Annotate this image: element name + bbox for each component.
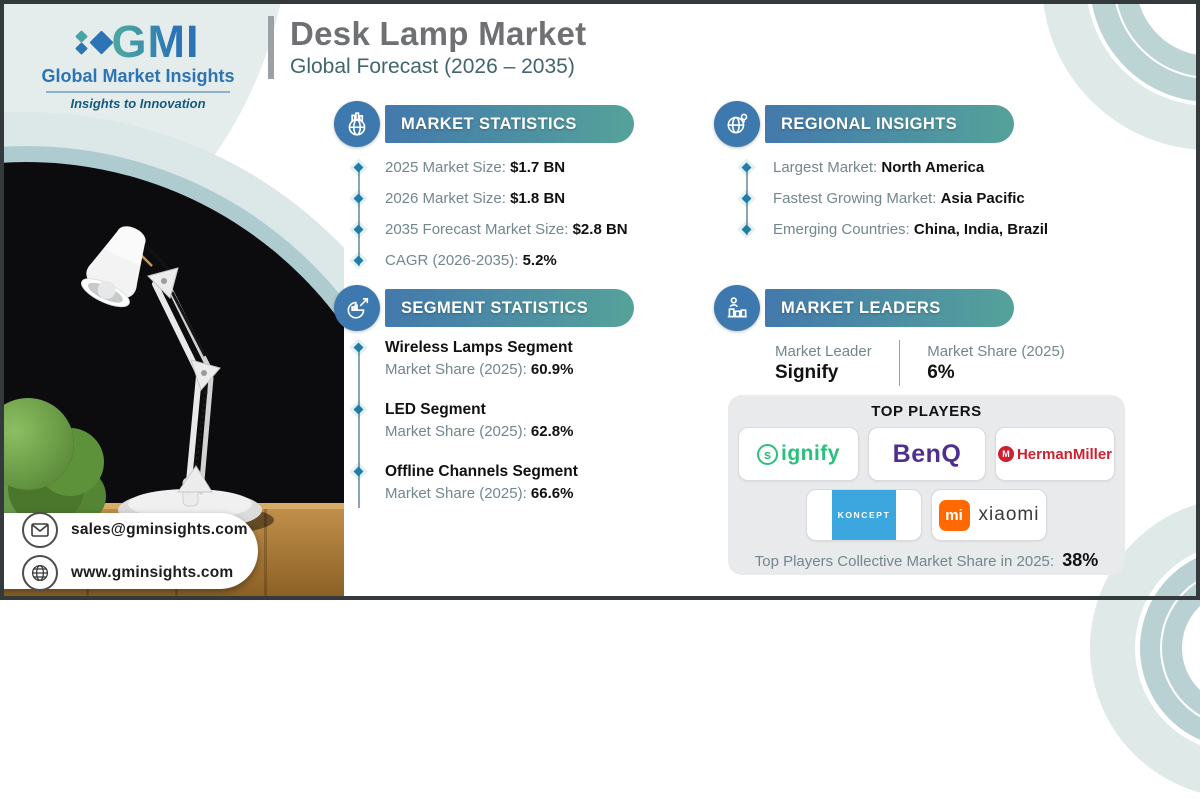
segment-item: Wireless Lamps Segment Market Share (202…: [352, 338, 672, 382]
green-plant: [0, 398, 74, 490]
market-share-cell: Market Share (2025) 6%: [927, 342, 1065, 385]
segment-item: LED Segment Market Share (2025): 62.8%: [352, 400, 672, 444]
section-banner-regional-insights: REGIONAL INSIGHTS: [714, 101, 1014, 147]
website-link[interactable]: www.gminsights.com: [71, 563, 234, 581]
stat-label: CAGR (2026-2035):: [385, 252, 519, 269]
signify-logo-text: ignify: [780, 442, 840, 465]
region-label: Largest Market:: [773, 159, 878, 176]
segment-statistics-title: SEGMENT STATISTICS: [385, 289, 634, 327]
segment-item: Offline Channels Segment Market Share (2…: [352, 462, 672, 506]
page-subtitle: Global Forecast (2026 – 2035): [290, 55, 575, 78]
regional-insights-list: Largest Market: North America Fastest Gr…: [740, 158, 1130, 251]
gmi-logo: GMI Global Market Insights Insights to I…: [32, 16, 244, 111]
email-icon: [22, 511, 58, 548]
segment-share-label: Market Share (2025):: [385, 423, 527, 440]
section-banner-market-leaders: MARKET LEADERS: [714, 285, 1014, 331]
market-leader-label: Market Leader: [775, 342, 872, 360]
region-label: Emerging Countries:: [773, 221, 910, 238]
segment-name: Offline Channels Segment: [385, 463, 578, 480]
stat-label: 2025 Market Size:: [385, 159, 506, 176]
segment-share-value: 66.6%: [530, 485, 574, 502]
benq-logo-text: BenQ: [892, 439, 962, 468]
contact-card: sales@gminsights.com www.gminsights.com: [0, 511, 258, 591]
market-leader-row: Market Leader Signify Market Share (2025…: [775, 340, 1065, 386]
email-row[interactable]: sales@gminsights.com: [22, 511, 258, 548]
section-banner-segment-statistics: SEGMENT STATISTICS: [334, 285, 634, 331]
koncept-logo-icon: KONCEPT: [832, 490, 896, 540]
player-card-benq: BenQ: [867, 427, 986, 481]
region-label: Fastest Growing Market:: [773, 190, 937, 207]
market-leader-cell: Market Leader Signify: [775, 342, 872, 385]
xiaomi-logo-text: xiaomi: [978, 504, 1040, 525]
stat-item: 2026 Market Size: $1.8 BN: [352, 189, 662, 209]
player-card-koncept: KONCEPT: [806, 489, 922, 541]
brand-rule: [46, 91, 230, 93]
region-item: Fastest Growing Market: Asia Pacific: [740, 189, 1130, 209]
brand-tagline: Insights to Innovation: [70, 96, 206, 111]
section-banner-market-statistics: MARKET STATISTICS: [334, 101, 634, 147]
stat-label: 2026 Market Size:: [385, 190, 506, 207]
stat-label: 2035 Forecast Market Size:: [385, 221, 569, 238]
market-leaders-title: MARKET LEADERS: [765, 289, 1014, 327]
brand-name: Global Market Insights: [41, 66, 235, 86]
regional-insights-icon: [714, 101, 760, 147]
top-players-footer-value: 38%: [1062, 550, 1099, 570]
logo-diamonds-icon: [74, 29, 88, 55]
stat-item: 2035 Forecast Market Size: $2.8 BN: [352, 220, 662, 240]
logo-diamond-large-icon: [88, 29, 114, 55]
player-card-signify: s ignify: [738, 427, 859, 481]
region-value: North America: [881, 159, 985, 176]
gmi-logo-mark: GMI: [32, 16, 244, 67]
market-statistics-title: MARKET STATISTICS: [385, 105, 634, 143]
player-card-xiaomi: mi xiaomi: [931, 489, 1047, 541]
region-item: Largest Market: North America: [740, 158, 1130, 178]
stat-item: 2025 Market Size: $1.7 BN: [352, 158, 662, 178]
website-row[interactable]: www.gminsights.com: [22, 554, 258, 591]
top-players-footer-label: Top Players Collective Market Share in 2…: [754, 553, 1055, 570]
page-title: Desk Lamp Market: [290, 15, 587, 52]
segment-name: Wireless Lamps Segment: [385, 339, 573, 356]
segment-share-value: 60.9%: [530, 361, 574, 378]
market-share-value: 6%: [927, 361, 955, 383]
region-item: Emerging Countries: China, India, Brazil: [740, 220, 1130, 240]
koncept-logo-text: KONCEPT: [837, 510, 891, 520]
stat-value: $1.8 BN: [510, 190, 566, 207]
top-players-box: TOP PLAYERS s ignify BenQ M HermanMiller…: [728, 395, 1125, 575]
title-block: Desk Lamp Market Global Forecast (2026 –…: [268, 16, 586, 79]
region-value: China, India, Brazil: [913, 221, 1049, 238]
leader-divider: [898, 340, 901, 386]
top-players-row-1: s ignify BenQ M HermanMiller: [738, 427, 1115, 481]
stat-value: $2.8 BN: [572, 221, 628, 238]
market-share-label: Market Share (2025): [927, 342, 1065, 360]
segment-name: LED Segment: [385, 401, 486, 418]
logo-text: GMI: [111, 16, 200, 67]
stat-value: 5.2%: [522, 252, 557, 269]
stat-item: CAGR (2026-2035): 5.2%: [352, 251, 662, 271]
stat-value: $1.7 BN: [510, 159, 566, 176]
top-players-title: TOP PLAYERS: [871, 403, 982, 420]
hermanmiller-logo-text: HermanMiller: [1016, 445, 1113, 463]
segment-share-value: 62.8%: [530, 423, 574, 440]
segment-statistics-icon: [334, 285, 380, 331]
email-link[interactable]: sales@gminsights.com: [71, 520, 248, 538]
region-value: Asia Pacific: [940, 190, 1025, 207]
xiaomi-logo-icon: mi: [938, 499, 970, 531]
globe-icon: [22, 554, 58, 591]
top-players-footer: Top Players Collective Market Share in 2…: [738, 550, 1115, 571]
regional-insights-title: REGIONAL INSIGHTS: [765, 105, 1014, 143]
segment-statistics-list: Wireless Lamps Segment Market Share (202…: [352, 338, 672, 524]
market-leaders-icon: [714, 285, 760, 331]
market-statistics-icon: [334, 101, 380, 147]
player-card-hermanmiller: M HermanMiller: [995, 427, 1115, 481]
market-leader-value: Signify: [775, 361, 839, 383]
top-players-row-2: KONCEPT mi xiaomi: [738, 489, 1115, 541]
signify-logo-icon: s: [756, 443, 778, 465]
segment-share-label: Market Share (2025):: [385, 485, 527, 502]
hermanmiller-logo-icon: M: [997, 446, 1014, 462]
segment-share-label: Market Share (2025):: [385, 361, 527, 378]
market-statistics-list: 2025 Market Size: $1.7 BN 2026 Market Si…: [352, 158, 662, 282]
